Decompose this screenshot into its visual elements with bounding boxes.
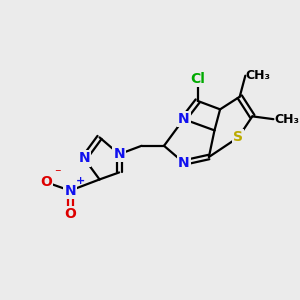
Text: N: N (178, 112, 190, 126)
Text: CH₃: CH₃ (275, 113, 300, 126)
Text: N: N (64, 184, 76, 198)
Text: CH₃: CH₃ (245, 69, 270, 82)
Text: N: N (113, 147, 125, 161)
Text: O: O (40, 175, 52, 189)
Text: N: N (78, 152, 90, 165)
Text: +: + (76, 176, 86, 187)
Text: S: S (233, 130, 243, 144)
Text: Cl: Cl (190, 71, 205, 85)
Text: N: N (178, 156, 190, 170)
Text: O: O (64, 208, 76, 221)
Text: ⁻: ⁻ (54, 167, 61, 180)
